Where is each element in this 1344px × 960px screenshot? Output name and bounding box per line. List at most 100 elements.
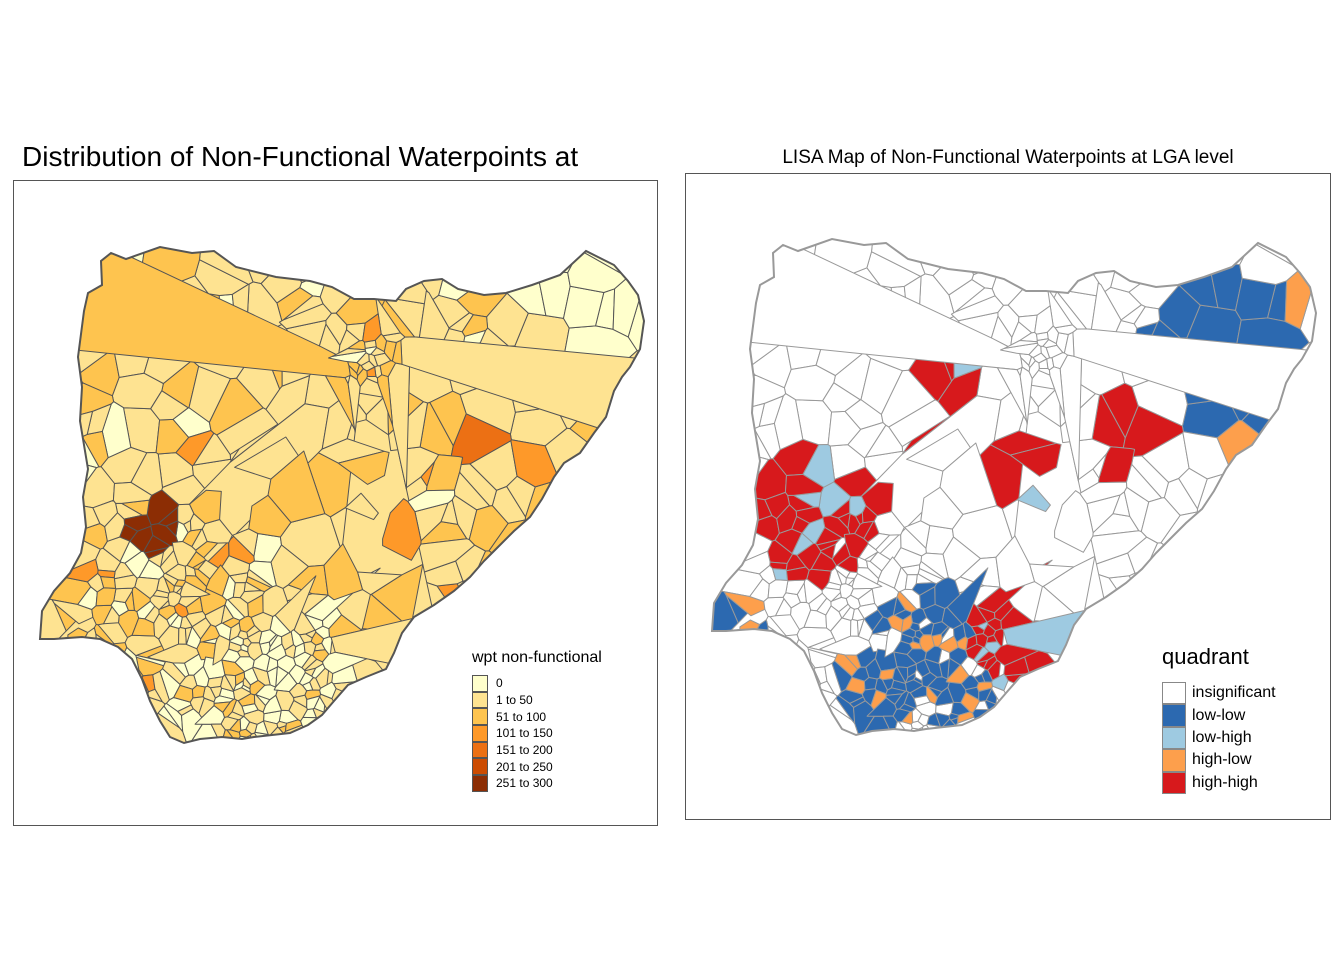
lga-region [1084, 693, 1149, 735]
legend-swatch [1162, 682, 1186, 705]
lga-region [841, 606, 855, 621]
lga-region [40, 666, 63, 695]
lga-region [364, 346, 378, 355]
legend-item: 51 to 100 [472, 708, 602, 726]
lga-region [416, 247, 507, 267]
lga-region [232, 582, 246, 599]
lga-region [1237, 535, 1283, 583]
lga-region [1028, 360, 1040, 379]
lga-region [1104, 286, 1142, 321]
lga-region [849, 696, 866, 708]
legend-title: wpt non-functional [472, 649, 602, 666]
lga-region [999, 696, 1015, 718]
lga-region [493, 247, 557, 280]
lga-region [40, 660, 56, 717]
legend-label: 101 to 150 [496, 726, 553, 741]
country-outline [38, 245, 646, 745]
lga-region [1016, 367, 1023, 377]
lga-region [432, 294, 470, 329]
lga-region [825, 605, 843, 632]
lga-region [1036, 338, 1050, 347]
lga-region [376, 374, 394, 427]
lga-region [40, 468, 76, 498]
lga-region [337, 450, 390, 485]
lga-region [590, 437, 622, 472]
lga-region [836, 569, 847, 585]
lga-region [776, 504, 798, 534]
lga-region [1284, 539, 1316, 585]
lga-region [335, 725, 362, 739]
lga-region [1084, 713, 1161, 735]
lga-region [300, 716, 324, 733]
lga-region [100, 642, 128, 668]
lga-region [972, 708, 996, 725]
lga-region [77, 724, 101, 743]
lga-region [725, 671, 740, 690]
lga-region [304, 658, 324, 672]
lga-region [1233, 578, 1294, 632]
legend-item: 1 to 50 [472, 691, 602, 709]
lga-region [391, 339, 403, 365]
lga-region [114, 574, 138, 590]
lga-region [281, 726, 328, 743]
lga-region [1093, 631, 1162, 678]
lga-region [905, 672, 916, 684]
lga-region [941, 239, 1007, 254]
lga-region [1256, 486, 1316, 520]
lga-region [325, 730, 378, 743]
lga-region [40, 344, 77, 386]
legend-item: high-high [1162, 771, 1276, 794]
lga-region [716, 687, 739, 709]
legend-label: low-high [1192, 728, 1252, 746]
lga-region [72, 709, 95, 723]
lga-region [803, 609, 828, 629]
lga-region [44, 695, 67, 717]
legend-label: 251 to 300 [496, 776, 553, 791]
legend-swatch [472, 691, 488, 709]
lga-region [712, 421, 739, 481]
lga-region [892, 666, 907, 684]
lga-region [96, 725, 125, 743]
lga-region [768, 717, 797, 735]
lga-region [269, 614, 291, 638]
lga-region [249, 679, 266, 696]
lga-region [40, 710, 65, 743]
lga-region [712, 247, 732, 283]
lga-region [1286, 451, 1316, 498]
lga-region [749, 716, 773, 735]
lga-region [130, 720, 145, 741]
lga-region [61, 696, 81, 719]
lga-region [363, 260, 400, 302]
lga-region [816, 539, 841, 552]
lga-region [733, 662, 750, 681]
lga-region [633, 495, 644, 585]
legend-label: 1 to 50 [496, 693, 533, 708]
lga-region [270, 260, 301, 278]
lga-region [970, 664, 986, 678]
lga-region [40, 636, 78, 659]
lga-region [744, 701, 767, 715]
lga-region [839, 583, 854, 599]
lga-region [248, 736, 284, 743]
lga-region [1092, 453, 1107, 479]
lga-region [144, 547, 169, 560]
lga-region [1000, 239, 1035, 277]
lga-region [70, 681, 87, 698]
lga-region [323, 543, 363, 601]
lga-region [1288, 405, 1316, 452]
lga-region [429, 390, 467, 447]
lga-region [412, 701, 477, 743]
lga-region [1263, 572, 1316, 603]
lga-region [774, 528, 803, 554]
lga-region [173, 684, 194, 703]
lga-region [199, 624, 221, 643]
lga-region [591, 580, 644, 611]
lga-region [612, 547, 644, 593]
lga-region [1011, 691, 1042, 719]
lga-region [712, 652, 728, 709]
lga-region [742, 644, 765, 672]
lga-region [962, 621, 977, 640]
lga-region [248, 494, 292, 538]
lga-region [1033, 664, 1087, 704]
lga-region [614, 459, 644, 506]
